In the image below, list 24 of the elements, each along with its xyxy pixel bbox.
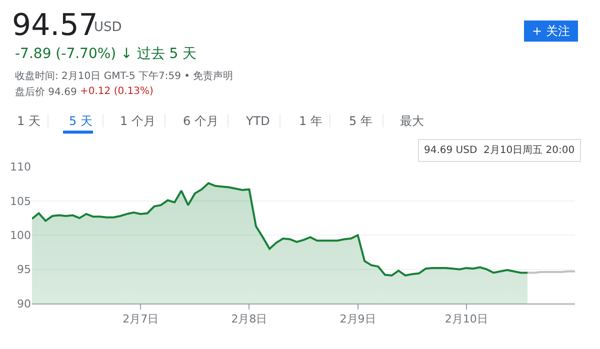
text: 收盘时间: 2月10日 GMT-5 下午7:59 • 免责声明 xyxy=(15,70,234,82)
text: +0.12 (0.13%) xyxy=(80,86,154,97)
x-tick-label: 2月7日 xyxy=(122,312,159,326)
text: 5 年 xyxy=(349,114,372,128)
x-tick-label: 2月9日 xyxy=(340,312,376,326)
text: 最大 xyxy=(400,114,424,128)
y-tick-label: 100 xyxy=(10,228,31,242)
y-tick-label: 90 xyxy=(17,297,31,310)
x-tick-label: 2月8日 xyxy=(231,312,268,326)
text: 94.69 USD 2月10日周五 20:00 xyxy=(424,145,575,156)
text: 1 年 xyxy=(299,114,322,128)
text: -7.89 (-7.70%) ↓ 过去 5 天 xyxy=(15,46,197,62)
text: + 关注 xyxy=(532,24,570,38)
y-tick-label: 105 xyxy=(10,194,31,208)
text: 5 天 xyxy=(69,114,92,128)
y-tick-label: 95 xyxy=(17,263,31,276)
y-tick-label: 110 xyxy=(10,160,31,174)
text: 6 个月 xyxy=(183,114,218,128)
x-tick-label: 2月10日 xyxy=(444,312,488,326)
text: 1 个月 xyxy=(120,114,156,128)
text: 1 天 xyxy=(17,114,40,128)
text: USD xyxy=(94,20,122,35)
text: 盘后价 94.69 xyxy=(15,86,77,98)
text: YTD xyxy=(245,114,270,128)
